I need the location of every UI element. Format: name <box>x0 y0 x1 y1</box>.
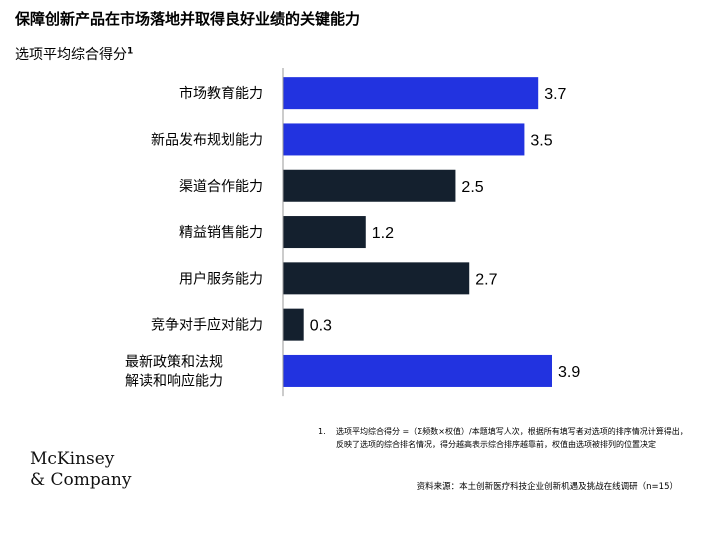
category-label-1: 新品发布规划能力 <box>151 132 263 148</box>
category-label-6-line-0: 最新政策和法规 <box>125 353 223 370</box>
footnote-number: 1. <box>318 427 326 436</box>
chart-title: 保障创新产品在市场落地并取得良好业绩的关键能力 <box>15 10 361 28</box>
source-note: 资料来源：本土创新医疗科技企业创新机遇及挑战在线调研（n=15） <box>416 482 678 492</box>
value-label-0: 3.7 <box>544 86 566 103</box>
category-label-2: 渠道合作能力 <box>179 179 263 195</box>
subtitle-text: 选项平均综合得分 <box>15 47 127 63</box>
bar-3 <box>283 216 366 249</box>
logo-line-2: & Company <box>30 470 132 490</box>
bar-6 <box>283 354 552 387</box>
bar-chart: 3.7 市场教育能力 3.5 新品发布规划能力 2.5 渠道合作能力 1.2 精益销售能力 2.… <box>125 68 580 397</box>
footnote-marker: 1 <box>127 46 134 57</box>
category-label-5: 竞争对手应对能力 <box>151 317 263 334</box>
chart-subtitle: 选项平均综合得分1 <box>15 44 133 64</box>
category-label-0: 市场教育能力 <box>179 85 263 102</box>
value-label-5: 0.3 <box>310 318 332 335</box>
category-label-3: 精益销售能力 <box>179 225 263 241</box>
bar-1 <box>283 123 525 156</box>
value-label-6: 3.9 <box>558 364 580 381</box>
footnote-text: 选项平均综合得分 =（Σ频数×权值）/本题填写人次，根据所有填写者对选项的排序情… <box>336 427 688 449</box>
bar-4 <box>283 262 470 295</box>
logo-line-1: McKinsey <box>30 449 115 469</box>
bar-0 <box>283 77 539 110</box>
category-label-4: 用户服务能力 <box>179 270 263 287</box>
value-label-3: 1.2 <box>372 225 394 242</box>
category-label-6-line-1: 解读和响应能力 <box>125 372 223 389</box>
footnote: 1. 选项平均综合得分 =（Σ频数×权值）/本题填写人次，根据所有填写者对选项的… <box>318 425 688 451</box>
bar-2 <box>283 169 456 202</box>
value-label-2: 2.5 <box>461 179 483 196</box>
bar-5 <box>283 308 304 341</box>
mckinsey-logo: McKinsey & Company <box>30 449 131 491</box>
value-label-4: 2.7 <box>475 271 497 288</box>
value-label-1: 3.5 <box>530 132 552 149</box>
